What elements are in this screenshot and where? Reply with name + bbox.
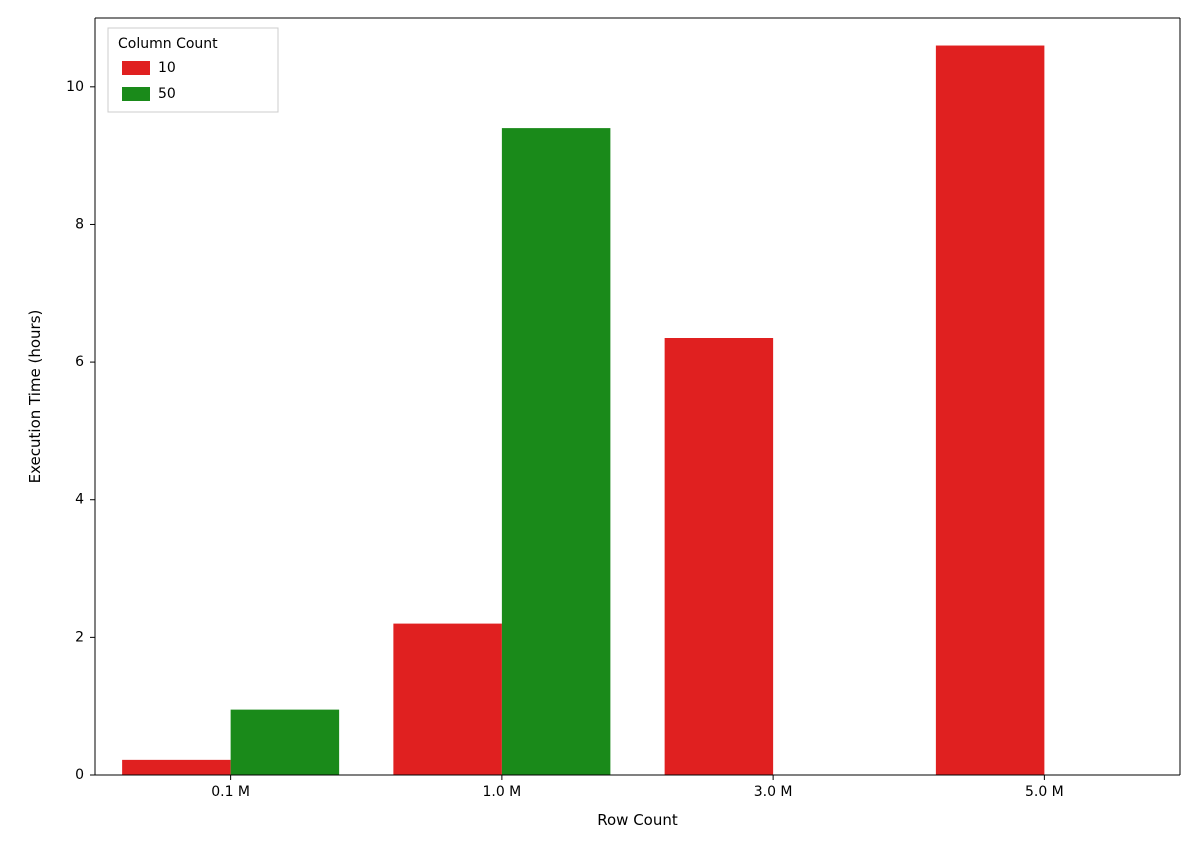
x-tick-label: 1.0 M: [482, 784, 521, 800]
x-axis-label: Row Count: [597, 811, 678, 829]
bar: [502, 128, 611, 775]
y-tick-label: 4: [75, 492, 84, 508]
legend: Column Count 10 50: [108, 28, 278, 112]
legend-label: 50: [158, 86, 176, 102]
chart-container: 0 2 4 6 8 10 0.1 M 1.0 M 3.0 M 5.0 M Row Count Exec…: [0, 0, 1200, 849]
bar-chart: 0 2 4 6 8 10 0.1 M 1.0 M 3.0 M 5.0 M Row Count Exec…: [0, 0, 1200, 849]
legend-swatch: [122, 61, 150, 75]
bar: [665, 338, 774, 775]
bar: [393, 624, 502, 775]
x-tick-label: 5.0 M: [1025, 784, 1064, 800]
bar: [936, 46, 1045, 775]
bar: [231, 710, 340, 775]
legend-title: Column Count: [118, 36, 218, 52]
y-axis-label: Execution Time (hours): [26, 310, 44, 484]
legend-swatch: [122, 87, 150, 101]
x-tick-label: 3.0 M: [754, 784, 793, 800]
x-tick-label: 0.1 M: [211, 784, 250, 800]
y-tick-label: 0: [75, 767, 84, 783]
legend-label: 10: [158, 60, 176, 76]
y-tick-label: 8: [75, 216, 84, 232]
y-tick-label: 2: [75, 629, 84, 645]
bar: [122, 760, 231, 775]
y-tick-label: 10: [66, 79, 84, 95]
y-tick-label: 6: [75, 354, 84, 370]
